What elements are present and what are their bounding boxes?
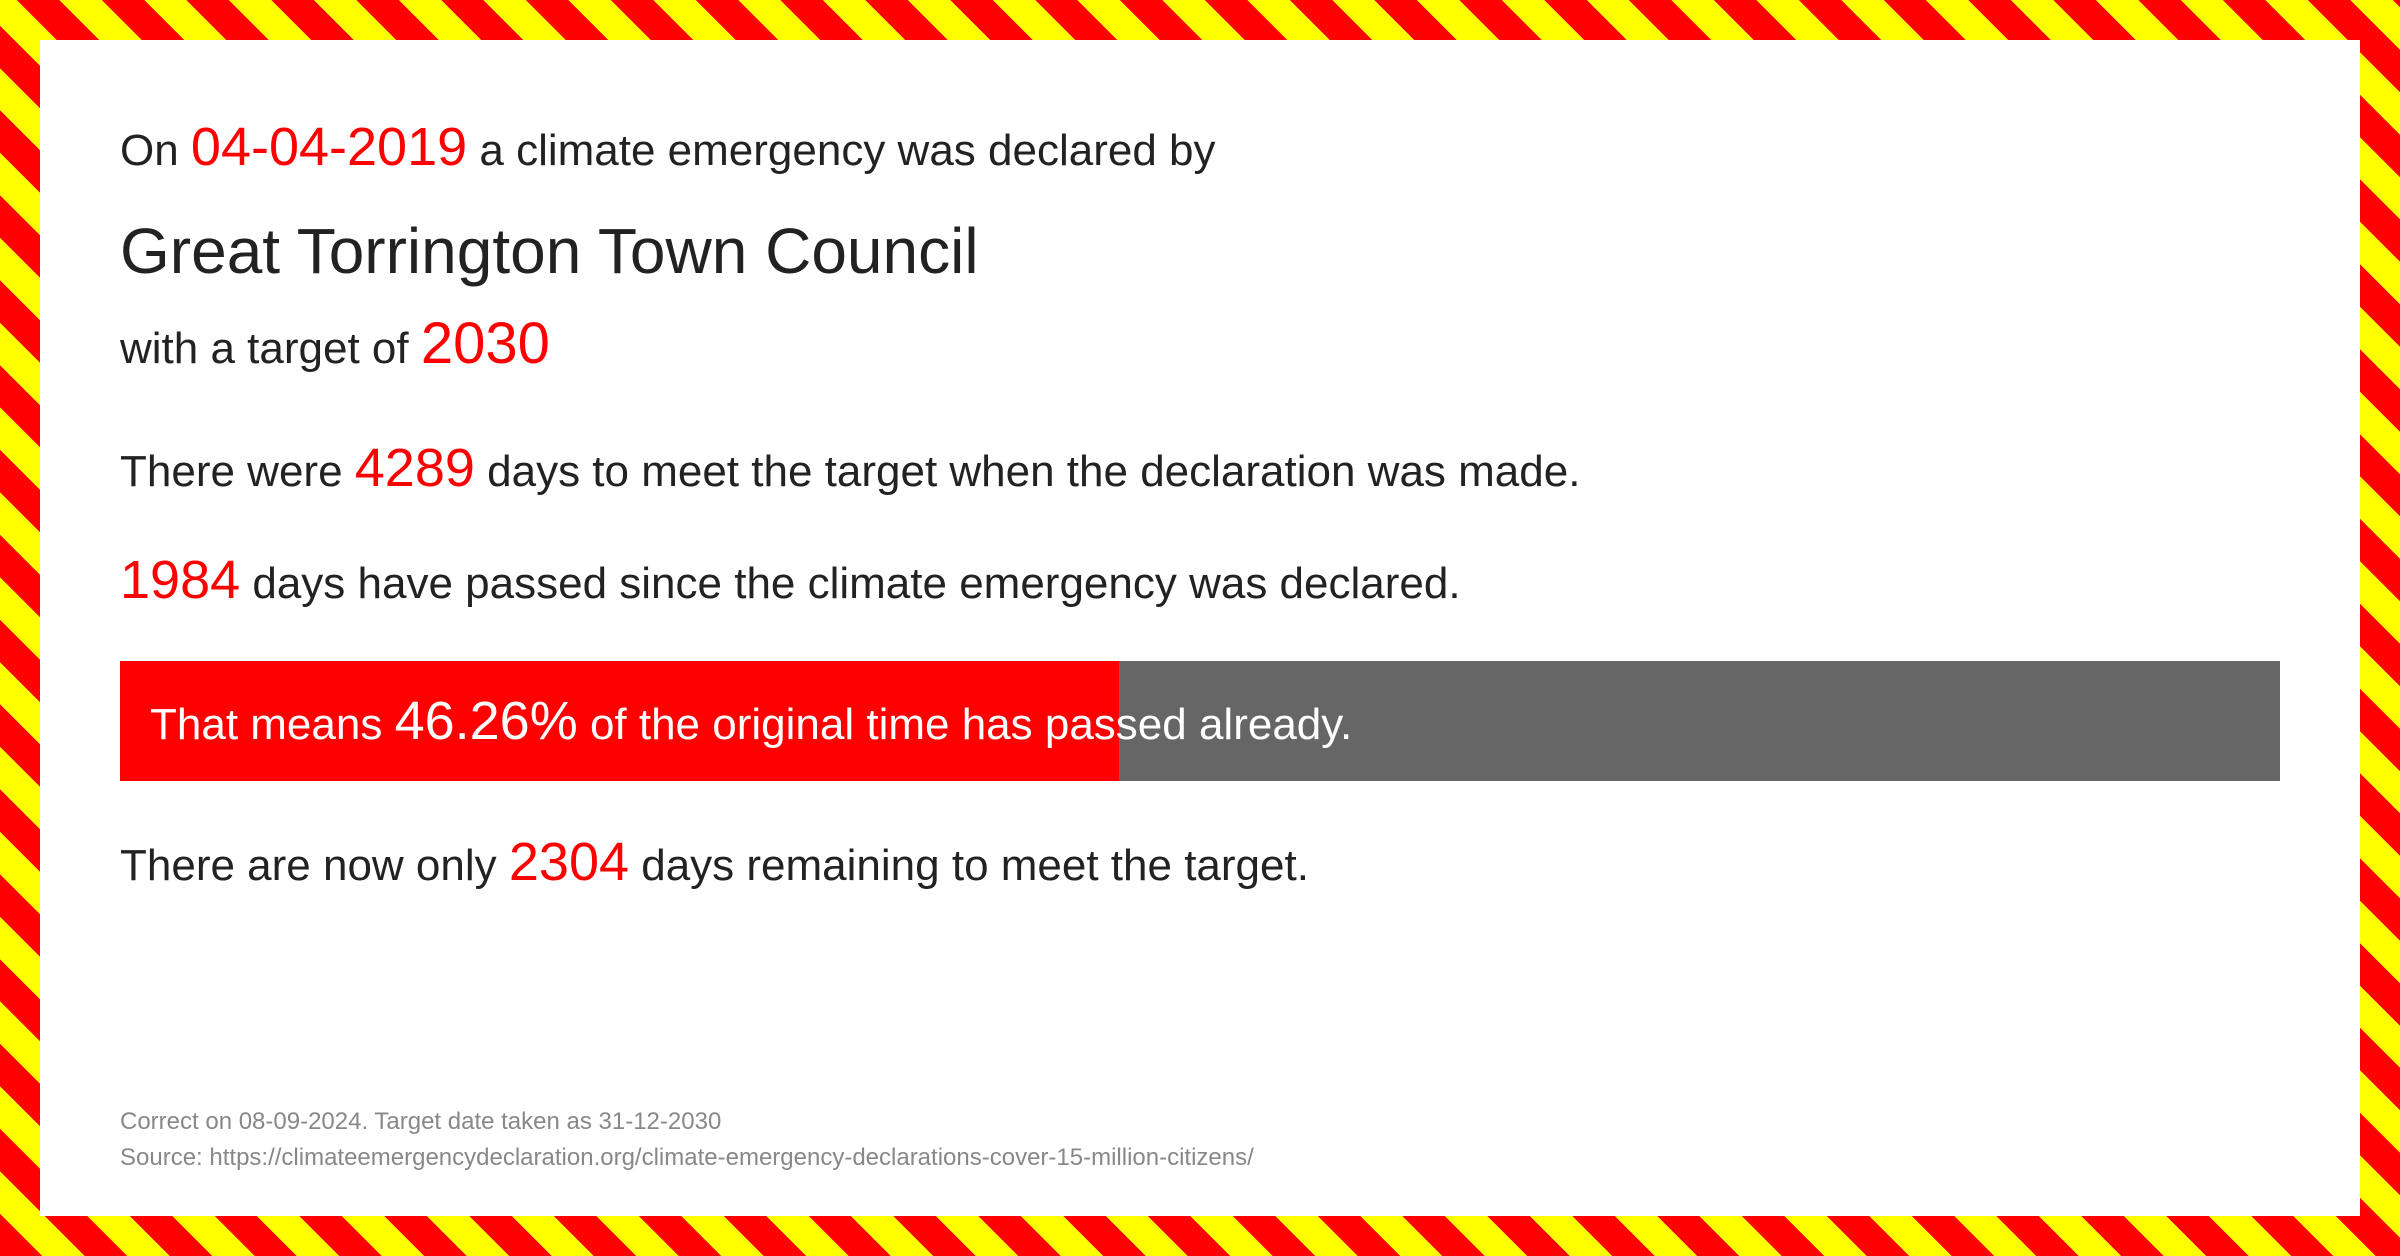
target-line: with a target of 2030 <box>120 310 2280 377</box>
days-remaining-value: 2304 <box>509 832 629 892</box>
progress-value: 46.26% <box>395 691 578 751</box>
days-passed-line: 1984 days have passed since the climate … <box>120 549 2280 611</box>
progress-bar: That means 46.26% of the original time h… <box>120 661 2280 781</box>
intro-prefix: On <box>120 126 191 175</box>
declaration-date: 04-04-2019 <box>191 117 467 177</box>
progress-prefix: That means <box>150 700 395 749</box>
days-total-suffix: days to meet the target when the declara… <box>475 447 1581 496</box>
target-year: 2030 <box>421 311 550 376</box>
hazard-border: On 04-04-2019 a climate emergency was de… <box>0 0 2400 1256</box>
footer-source: Source: https://climateemergencydeclarat… <box>120 1140 2280 1176</box>
days-total-value: 4289 <box>355 438 475 498</box>
footer: Correct on 08-09-2024. Target date taken… <box>120 1104 2280 1176</box>
days-total-line: There were 4289 days to meet the target … <box>120 437 2280 499</box>
days-remaining-line: There are now only 2304 days remaining t… <box>120 831 2280 893</box>
days-passed-suffix: days have passed since the climate emerg… <box>240 559 1460 608</box>
days-remaining-suffix: days remaining to meet the target. <box>629 841 1309 890</box>
days-passed-value: 1984 <box>120 550 240 610</box>
progress-suffix: of the original time has passed already. <box>578 700 1353 749</box>
days-total-prefix: There were <box>120 447 355 496</box>
intro-line: On 04-04-2019 a climate emergency was de… <box>120 110 2280 186</box>
target-prefix: with a target of <box>120 324 421 373</box>
progress-text: That means 46.26% of the original time h… <box>120 690 1352 752</box>
council-name: Great Torrington Town Council <box>120 214 2280 288</box>
days-remaining-prefix: There are now only <box>120 841 509 890</box>
content-panel: On 04-04-2019 a climate emergency was de… <box>40 40 2360 1216</box>
intro-suffix: a climate emergency was declared by <box>467 126 1215 175</box>
footer-correct-date: Correct on 08-09-2024. Target date taken… <box>120 1104 2280 1140</box>
